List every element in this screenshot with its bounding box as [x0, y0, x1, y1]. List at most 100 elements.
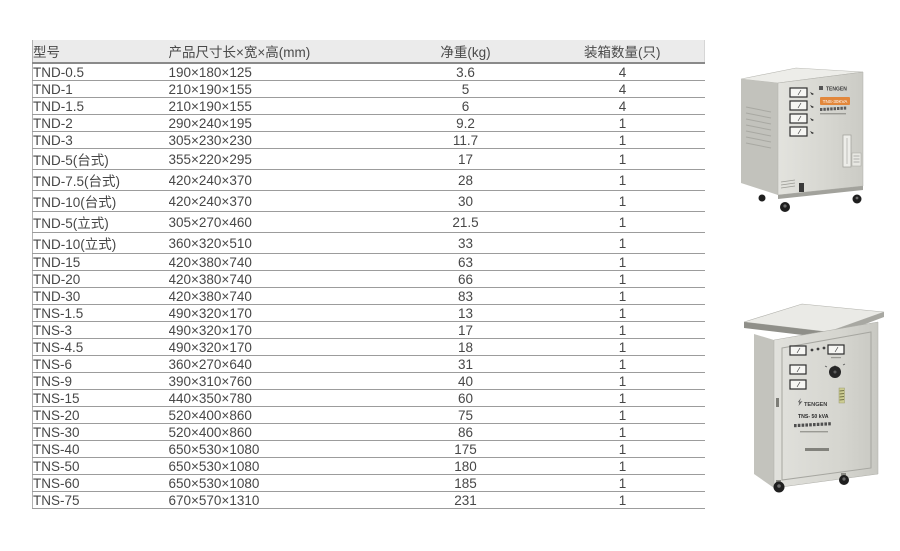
col-header-model: 型号 [32, 40, 169, 64]
brand-logo: TENGEN [798, 398, 827, 408]
meter-icon [789, 126, 814, 137]
table-row: TNS-6 360×270×640 31 1 [32, 355, 705, 373]
cell-model: TNS-15 [32, 389, 169, 407]
table-row: TND-15 420×380×740 63 1 [32, 253, 705, 271]
cell-quantity: 1 [540, 253, 705, 271]
cell-weight: 231 [390, 491, 541, 509]
cell-model: TNS-50 [32, 457, 169, 475]
brand-text: TENGEN [804, 402, 827, 408]
cell-quantity: 1 [540, 131, 705, 149]
side-vent-slots [745, 106, 772, 149]
meter-icon [789, 113, 814, 124]
cell-quantity: 1 [540, 440, 705, 458]
cell-weight: 63 [390, 253, 541, 271]
table-row: TNS-9 390×310×760 40 1 [32, 372, 705, 390]
table-row: TNS-30 520×400×860 86 1 [32, 423, 705, 441]
table-row: TNS-4.5 490×320×170 18 1 [32, 338, 705, 356]
cell-quantity: 1 [540, 211, 705, 233]
cell-dimensions: 420×380×740 [168, 287, 391, 305]
cell-weight: 3.6 [390, 63, 541, 81]
cell-model: TNS-75 [32, 491, 169, 509]
cell-quantity: 1 [540, 270, 705, 288]
cell-dimensions: 210×190×155 [168, 80, 391, 98]
table-row: TNS-60 650×530×1080 185 1 [32, 474, 705, 492]
table-row: TNS-3 490×320×170 17 1 [32, 321, 705, 339]
cell-dimensions: 650×530×1080 [168, 440, 391, 458]
meter-icon [789, 87, 814, 98]
cell-dimensions: 355×220×295 [168, 148, 391, 170]
cell-weight: 33 [390, 232, 541, 254]
cell-dimensions: 390×310×760 [168, 372, 391, 390]
cell-dimensions: 305×230×230 [168, 131, 391, 149]
stabilizer-illustration-top: TENGEN TNS-30KVA [740, 67, 864, 212]
cell-model: TNS-3 [32, 321, 169, 339]
cell-dimensions: 420×380×740 [168, 270, 391, 288]
cell-model: TND-7.5(台式) [32, 169, 169, 191]
cell-weight: 40 [390, 372, 541, 390]
cell-dimensions: 490×320×170 [168, 321, 391, 339]
table-row: TNS-20 520×400×860 75 1 [32, 406, 705, 424]
panel-meters [789, 87, 814, 137]
cell-model: TND-5(立式) [32, 211, 169, 233]
col-header-weight: 净重(kg) [390, 40, 541, 64]
base-band [778, 186, 863, 199]
meter-icon [789, 100, 814, 111]
spec-table: 型号 产品尺寸长×宽×高(mm) 净重(kg) 装箱数量(只) TND-0.5 1… [32, 40, 705, 509]
cell-weight: 180 [390, 457, 541, 475]
cell-model: TNS-30 [32, 423, 169, 441]
model-label: TNS- 50 kVA [798, 414, 829, 420]
cell-model: TNS-9 [32, 372, 169, 390]
product-photo-large-stabilizer: TENGEN TNS- 50 kVA [742, 298, 887, 498]
cell-quantity: 4 [540, 97, 705, 115]
cell-quantity: 1 [540, 232, 705, 254]
cell-dimensions: 420×240×370 [168, 169, 391, 191]
vent-strip [805, 448, 829, 451]
lid-edge-left [744, 322, 828, 338]
cell-quantity: 1 [540, 372, 705, 390]
cabinet-front-face [773, 321, 879, 489]
cell-weight: 31 [390, 355, 541, 373]
cell-weight: 18 [390, 338, 541, 356]
power-socket [799, 183, 804, 192]
cell-weight: 86 [390, 423, 541, 441]
spec-table-body: TND-0.5 190×180×125 3.6 4 TND-1 210×190×155 5 4… [32, 63, 705, 509]
cell-model: TNS-6 [32, 355, 169, 373]
indicator-lights [810, 346, 826, 352]
cell-quantity: 1 [540, 406, 705, 424]
spec-table-header: 型号 产品尺寸长×宽×高(mm) 净重(kg) 装箱数量(只) [32, 40, 705, 64]
table-row: TND-1 210×190×155 5 4 [32, 80, 705, 98]
table-row: TND-10(台式) 420×240×370 30 1 [32, 190, 705, 212]
cell-quantity: 1 [540, 304, 705, 322]
cell-model: TNS-20 [32, 406, 169, 424]
table-row: TND-0.5 190×180×125 3.6 4 [32, 63, 705, 81]
meter-icon [827, 344, 845, 359]
cell-quantity: 4 [540, 80, 705, 98]
cell-weight: 75 [390, 406, 541, 424]
cell-dimensions: 210×190×155 [168, 97, 391, 115]
table-row: TND-1.5 210×190×155 6 4 [32, 97, 705, 115]
cell-quantity: 1 [540, 338, 705, 356]
cell-dimensions: 360×270×640 [168, 355, 391, 373]
cell-model: TNS-60 [32, 474, 169, 492]
cell-dimensions: 420×380×740 [168, 253, 391, 271]
cell-weight: 17 [390, 148, 541, 170]
cell-dimensions: 650×530×1080 [168, 457, 391, 475]
cell-quantity: 1 [540, 491, 705, 509]
table-row: TND-5(立式) 305×270×460 21.5 1 [32, 211, 705, 233]
cell-model: TND-2 [32, 114, 169, 132]
cell-weight: 28 [390, 169, 541, 191]
cell-model: TND-5(台式) [32, 148, 169, 170]
table-row: TNS-75 670×570×1310 231 1 [32, 491, 705, 509]
cell-weight: 13 [390, 304, 541, 322]
cell-quantity: 1 [540, 389, 705, 407]
cell-model: TND-20 [32, 270, 169, 288]
cell-quantity: 1 [540, 423, 705, 441]
cell-dimensions: 420×240×370 [168, 190, 391, 212]
cell-dimensions: 290×240×195 [168, 114, 391, 132]
meter-icon [789, 364, 807, 375]
model-caption-bars [820, 106, 847, 115]
cell-dimensions: 490×320×170 [168, 338, 391, 356]
cell-quantity: 1 [540, 148, 705, 170]
cell-quantity: 4 [540, 63, 705, 81]
